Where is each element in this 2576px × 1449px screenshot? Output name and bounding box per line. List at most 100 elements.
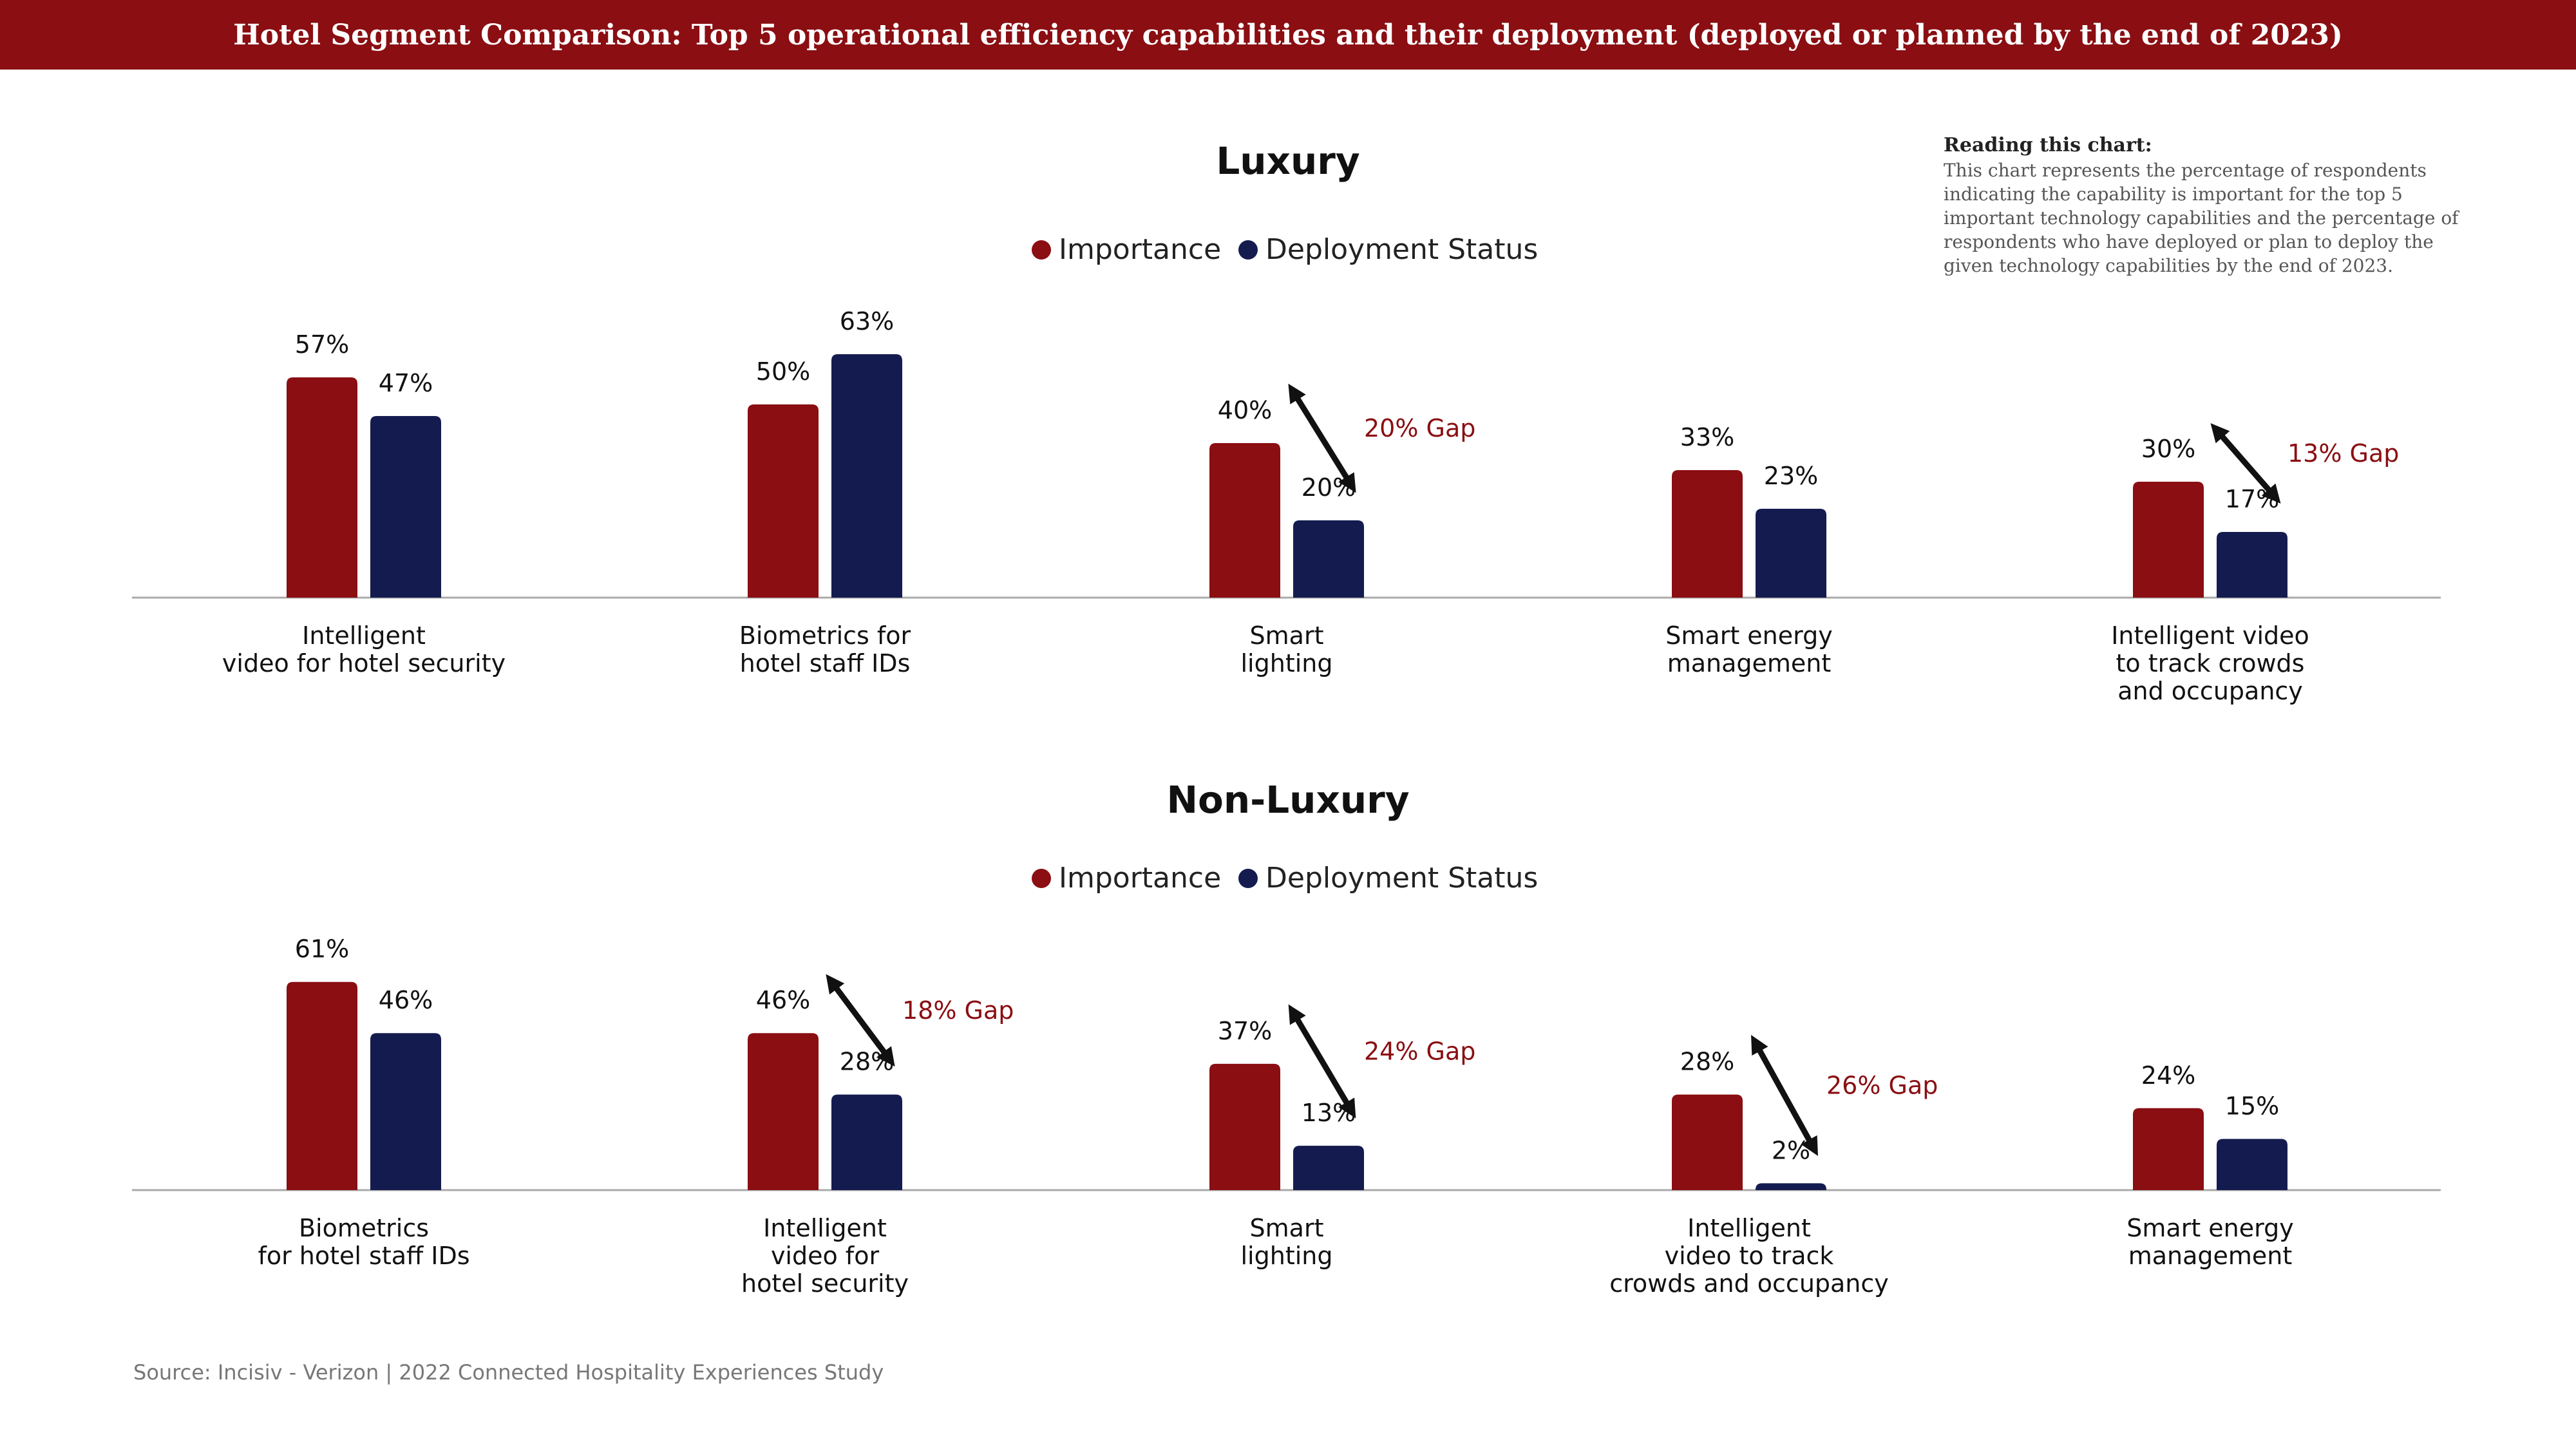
gap-arrow bbox=[1288, 1004, 1356, 1119]
data-label: 40% bbox=[1218, 396, 1272, 424]
data-label: 30% bbox=[2141, 435, 2195, 463]
category-label-line: hotel security bbox=[741, 1269, 909, 1298]
category-label: Intelligent video to track crowds and occu… bbox=[1609, 1214, 1889, 1298]
bar-importance bbox=[1209, 1063, 1280, 1190]
category-label-line: video for bbox=[771, 1242, 880, 1270]
legend-label: Deployment Status bbox=[1265, 233, 1538, 266]
legend: Importance Deployment Status bbox=[1032, 862, 1538, 895]
category-label-line: Intelligent bbox=[763, 1214, 887, 1242]
bar-deployment bbox=[831, 1094, 902, 1190]
bar-deployment bbox=[1293, 1146, 1364, 1190]
gap-arrow bbox=[1288, 383, 1356, 493]
category-label: Biometrics for hotel staff IDs bbox=[739, 621, 911, 677]
bar-deployment bbox=[1756, 509, 1826, 598]
data-label: 46% bbox=[379, 986, 433, 1014]
bar-deployment bbox=[2217, 1139, 2287, 1190]
category-label-line: video to track bbox=[1665, 1242, 1834, 1270]
gap-label: 13% Gap bbox=[2287, 439, 2399, 468]
data-label: 33% bbox=[1680, 423, 1734, 451]
category-label-line: Smart energy bbox=[2126, 1214, 2293, 1242]
bar-deployment bbox=[1756, 1183, 1826, 1190]
chart-panel-luxury: Luxury Importance Deployment Status 57% 47% I… bbox=[132, 139, 2441, 705]
legend-swatch bbox=[1238, 240, 1258, 260]
category-label-line: for hotel staff IDs bbox=[258, 1242, 469, 1270]
category-label-line: crowds and occupancy bbox=[1609, 1269, 1889, 1298]
source-note: Source: Incisiv - Verizon | 2022 Connect… bbox=[133, 1360, 884, 1385]
panel-title: Non-Luxury bbox=[1166, 778, 1409, 822]
category-label-line: management bbox=[2128, 1242, 2293, 1270]
data-label: 37% bbox=[1218, 1017, 1272, 1045]
data-label: 57% bbox=[295, 330, 349, 359]
gap-arrow bbox=[826, 974, 895, 1067]
bar-importance bbox=[1672, 470, 1743, 598]
reading-note-body: This chart represents the percentage of … bbox=[1944, 160, 2459, 276]
panel-title: Luxury bbox=[1216, 139, 1359, 183]
bar-importance bbox=[287, 377, 357, 598]
category-label-line: Smart bbox=[1250, 621, 1324, 650]
legend-label: Importance bbox=[1059, 862, 1221, 895]
category-label-line: Smart energy bbox=[1665, 621, 1832, 650]
data-label: 28% bbox=[1680, 1048, 1734, 1076]
data-label: 46% bbox=[756, 986, 810, 1014]
bar-importance bbox=[2133, 482, 2204, 598]
gap-label: 20% Gap bbox=[1364, 414, 1475, 442]
category-label: Biometrics for hotel staff IDs bbox=[258, 1214, 469, 1270]
legend-label: Deployment Status bbox=[1265, 862, 1538, 895]
category-label: Intelligent video for hotel security bbox=[741, 1214, 909, 1298]
category-label-line: hotel staff IDs bbox=[740, 649, 911, 677]
category-label-line: to track crowds bbox=[2116, 649, 2305, 677]
legend: Importance Deployment Status bbox=[1032, 233, 1538, 266]
category-label-line: and occupancy bbox=[2117, 677, 2303, 705]
reading-note: Reading this chart: This chart represent… bbox=[1944, 133, 2459, 278]
data-label: 23% bbox=[1764, 462, 1818, 490]
legend-swatch bbox=[1032, 240, 1051, 260]
bar-importance bbox=[748, 1033, 819, 1190]
title-banner: Hotel Segment Comparison: Top 5 operatio… bbox=[0, 0, 2576, 70]
bar-deployment bbox=[831, 354, 902, 598]
gap-label: 26% Gap bbox=[1826, 1072, 1938, 1100]
reading-note-heading: Reading this chart: bbox=[1944, 134, 2152, 156]
chart-title: Hotel Segment Comparison: Top 5 operatio… bbox=[233, 18, 2343, 52]
category-label-line: Intelligent video bbox=[2111, 621, 2309, 650]
legend-swatch bbox=[1032, 869, 1051, 888]
gap-arrow bbox=[2210, 423, 2281, 504]
category-label: Intelligent video to track crowds and occu… bbox=[2111, 621, 2309, 705]
category-label-line: lighting bbox=[1241, 1242, 1333, 1270]
bar-deployment bbox=[370, 1033, 441, 1190]
bar-deployment bbox=[1293, 520, 1364, 598]
bar-deployment bbox=[2217, 532, 2287, 598]
bar-importance bbox=[287, 981, 357, 1190]
legend-swatch bbox=[1238, 869, 1258, 888]
category-label-line: Biometrics for bbox=[739, 621, 911, 650]
legend-label: Importance bbox=[1059, 233, 1221, 266]
bar-importance bbox=[748, 404, 819, 598]
category-label: Smart lighting bbox=[1241, 1214, 1333, 1270]
category-label: Smart energy management bbox=[1665, 621, 1832, 677]
chart-panel-non-luxury: Non-Luxury Importance Deployment Status 61%… bbox=[132, 778, 2441, 1298]
category-label: Intelligent video for hotel security bbox=[222, 621, 506, 677]
category-label: Smart lighting bbox=[1241, 621, 1333, 677]
data-label: 63% bbox=[840, 307, 894, 336]
data-label: 15% bbox=[2225, 1092, 2279, 1121]
data-label: 61% bbox=[295, 935, 349, 963]
category-label-line: Intelligent bbox=[302, 621, 426, 650]
category-label-line: Intelligent bbox=[1687, 1214, 1811, 1242]
bar-deployment bbox=[370, 416, 441, 598]
bar-importance bbox=[1672, 1094, 1743, 1190]
data-label: 24% bbox=[2141, 1061, 2195, 1090]
category-label-line: management bbox=[1667, 649, 1832, 677]
gap-label: 24% Gap bbox=[1364, 1037, 1475, 1066]
category-label: Smart energy management bbox=[2126, 1214, 2293, 1270]
category-label-line: video for hotel security bbox=[222, 649, 506, 677]
data-label: 2% bbox=[1772, 1136, 1810, 1164]
data-label: 47% bbox=[379, 369, 433, 397]
bar-importance bbox=[1209, 443, 1280, 598]
data-label: 50% bbox=[756, 357, 810, 386]
gap-arrow bbox=[1751, 1034, 1818, 1157]
category-label-line: Smart bbox=[1250, 1214, 1324, 1242]
bar-importance bbox=[2133, 1108, 2204, 1190]
category-label-line: Biometrics bbox=[299, 1214, 429, 1242]
gap-label: 18% Gap bbox=[902, 996, 1014, 1025]
category-label-line: lighting bbox=[1241, 649, 1333, 677]
